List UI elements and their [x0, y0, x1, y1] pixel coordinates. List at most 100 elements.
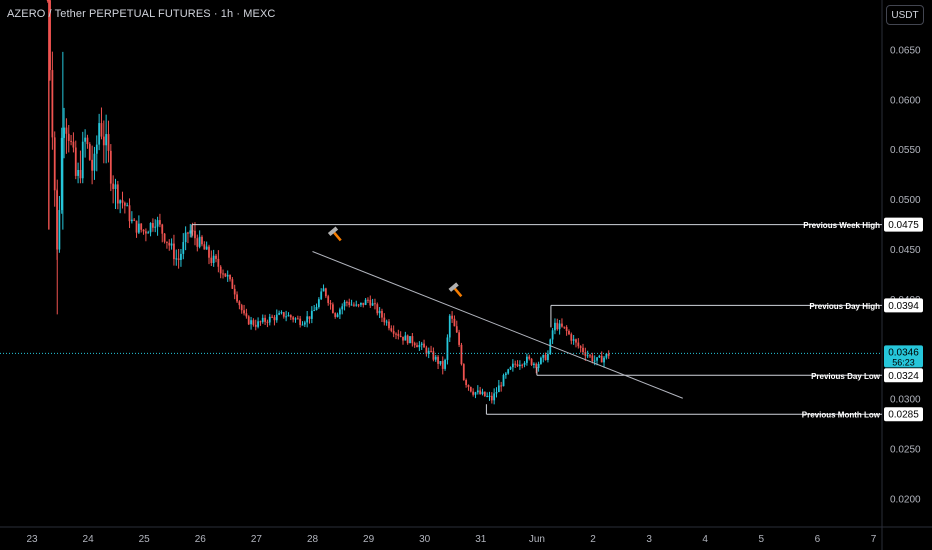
candle-body	[229, 274, 231, 280]
candle-body	[317, 299, 320, 307]
candle-body	[194, 230, 196, 239]
candle-body	[476, 390, 479, 393]
candle-body	[306, 316, 309, 323]
currency-button[interactable]: USDT	[886, 5, 924, 25]
candle-body	[511, 363, 514, 368]
candle-body	[159, 220, 161, 225]
candle-body	[357, 304, 360, 306]
candle-body	[173, 243, 175, 260]
candle-body	[203, 244, 206, 250]
candle-body	[280, 312, 283, 314]
candle-body	[542, 354, 545, 358]
candle-body	[102, 136, 105, 146]
candle-body	[514, 363, 517, 365]
candle-body	[530, 358, 533, 365]
candle-body	[84, 137, 87, 142]
candle-body	[420, 343, 423, 346]
candle-body	[423, 343, 425, 348]
candle-body	[112, 183, 115, 189]
x-tick-label: 26	[195, 534, 207, 545]
candle-body	[105, 134, 108, 146]
candle-body	[70, 140, 72, 142]
candle-body	[224, 273, 227, 277]
candle-body	[479, 390, 482, 395]
candle-body	[210, 257, 213, 263]
candle-body	[397, 333, 400, 336]
candle-body	[266, 321, 269, 323]
candle-body	[133, 219, 136, 221]
candle-body	[77, 169, 79, 176]
candle-body	[175, 258, 178, 260]
candle-body	[413, 343, 416, 346]
candle-body	[451, 315, 453, 319]
candle-body	[219, 266, 222, 274]
candle-body	[437, 356, 439, 364]
candle-body	[561, 323, 563, 327]
candle-body	[509, 367, 512, 370]
candle-body	[296, 318, 299, 320]
candle-body	[579, 346, 582, 348]
x-tick-label: 27	[251, 534, 263, 545]
candle-body	[504, 373, 507, 376]
candle-body	[170, 243, 173, 246]
level-label: Previous Week High	[803, 221, 880, 230]
candle-body	[462, 364, 465, 381]
candle-body	[303, 322, 306, 325]
candle-body	[123, 202, 126, 206]
candle-body	[205, 246, 208, 250]
candle-body	[231, 279, 234, 289]
candle-body	[425, 347, 428, 354]
candle-body	[551, 330, 554, 340]
candle-body	[518, 364, 521, 367]
candle-body	[285, 316, 288, 318]
candle-body	[388, 321, 390, 329]
candle-body	[168, 242, 171, 246]
level-price-text: 0.0394	[888, 301, 919, 312]
candle-body	[544, 354, 547, 361]
y-tick-label: 0.0200	[890, 495, 921, 506]
current-price-tag	[884, 345, 923, 368]
hammer-icon	[327, 226, 342, 242]
candle-body	[310, 310, 313, 319]
hammer-icon	[448, 282, 463, 298]
candle-body	[338, 309, 341, 315]
candle-body	[444, 359, 446, 369]
candle-body	[187, 232, 189, 234]
candle-body	[156, 220, 159, 227]
candle-body	[161, 224, 164, 234]
level-price-tag	[884, 368, 923, 383]
candle-body	[275, 314, 278, 321]
level-label: Previous Month Low	[802, 411, 881, 420]
candle-body	[547, 353, 549, 361]
candle-body	[411, 336, 414, 344]
candle-body	[86, 137, 89, 145]
candle-body	[549, 339, 552, 354]
candle-body	[137, 223, 140, 233]
candle-body	[593, 360, 596, 362]
candle-body	[586, 355, 589, 357]
candle-body	[65, 127, 68, 134]
candle-body	[79, 169, 82, 179]
candle-body	[488, 395, 491, 397]
candle-body	[481, 391, 484, 395]
candle-body	[584, 352, 587, 356]
candle-body	[60, 137, 63, 211]
y-tick-label: 0.0300	[890, 395, 921, 406]
current-price-text: 0.0346	[888, 347, 919, 358]
candle-body	[605, 353, 608, 358]
candle-body	[245, 313, 248, 317]
candle-body	[121, 200, 124, 203]
candle-body	[465, 380, 468, 385]
candle-body	[600, 355, 603, 363]
candle-body	[177, 258, 180, 260]
candle-body	[292, 317, 295, 320]
candle-body	[151, 223, 154, 228]
candle-body	[308, 316, 311, 319]
level-label: Previous Day High	[809, 302, 880, 311]
candle-body	[226, 274, 229, 277]
candle-body	[182, 242, 185, 254]
candle-body	[149, 223, 152, 233]
candle-body	[364, 299, 367, 305]
level-price-tag	[884, 217, 923, 232]
